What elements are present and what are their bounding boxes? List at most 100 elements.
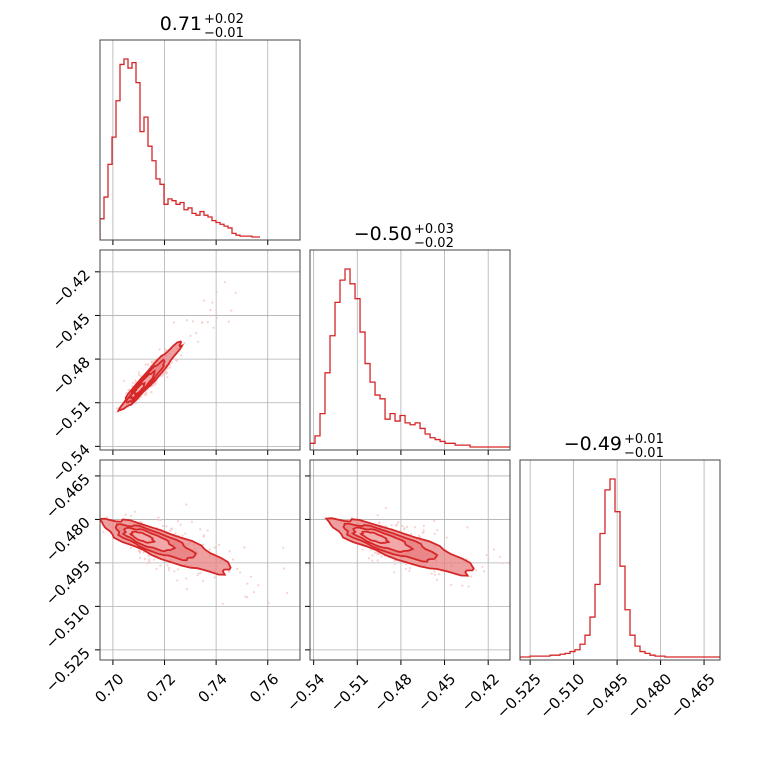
scatter-point <box>180 354 183 357</box>
scatter-point <box>252 591 256 594</box>
scatter-point <box>199 528 202 531</box>
scatter-point <box>393 571 396 574</box>
scatter-point <box>128 388 131 391</box>
scatter-point <box>418 534 421 537</box>
panel-frame <box>99 39 301 241</box>
scatter-content <box>100 503 357 605</box>
scatter-point <box>176 520 180 523</box>
scatter-point <box>246 596 249 599</box>
scatter-point <box>234 291 237 294</box>
panel-frame <box>99 249 301 451</box>
histogram-bin <box>330 336 335 450</box>
histogram-bin <box>650 655 655 660</box>
scatter-point <box>165 372 168 375</box>
scatter-point <box>213 576 216 579</box>
scatter-point <box>380 555 383 558</box>
scatter-point <box>129 546 133 550</box>
scatter-point <box>185 577 188 580</box>
scatter-point <box>197 340 200 343</box>
scatter-point <box>466 526 469 529</box>
x-tick-label: −0.480 <box>623 670 675 722</box>
histogram-bin <box>600 533 605 660</box>
scatter-point <box>408 569 411 573</box>
histogram-title-value: −0.50 <box>354 223 412 245</box>
scatter-point <box>230 309 233 312</box>
scatter-point <box>601 630 603 632</box>
scatter-point <box>166 564 169 567</box>
scatter-point <box>435 578 439 581</box>
scatter-point <box>373 551 377 554</box>
scatter-point <box>408 566 412 570</box>
histogram-title-lower: −0.01 <box>624 446 664 461</box>
scatter-point <box>199 571 202 575</box>
scatter-point <box>405 525 409 529</box>
scatter-point <box>196 574 199 577</box>
scatter-point <box>227 320 230 323</box>
histogram-bin <box>168 199 172 240</box>
panel-frame <box>99 459 301 661</box>
histogram-bin <box>385 419 390 450</box>
scatter-point <box>267 602 270 605</box>
x-tick-label: −0.465 <box>667 670 719 722</box>
scatter-point <box>474 569 477 572</box>
scatter-point <box>155 567 158 571</box>
scatter-point <box>422 529 425 532</box>
histogram-bin <box>365 364 370 450</box>
histogram-bin <box>575 650 580 660</box>
scatter-point <box>376 552 379 556</box>
scatter-point <box>481 565 484 568</box>
scatter-point <box>239 571 242 574</box>
histogram-bin <box>196 215 200 240</box>
scatter-point <box>243 546 246 549</box>
scatter-point <box>410 532 413 536</box>
histogram-bin <box>345 269 350 450</box>
scatter-point <box>139 550 142 553</box>
x-tick-label: 0.76 <box>246 670 282 706</box>
scatter-point <box>215 316 218 319</box>
scatter-point <box>125 392 128 395</box>
scatter-point <box>231 558 235 561</box>
scatter-point <box>122 379 125 382</box>
scatter-point <box>432 519 436 523</box>
scatter-point <box>171 361 174 364</box>
scatter-point <box>144 363 147 366</box>
contour-level-0.4 <box>359 530 391 545</box>
scatter-point <box>282 546 285 549</box>
scatter-point <box>355 575 357 577</box>
scatter-point <box>146 562 149 565</box>
scatter-point <box>169 529 172 533</box>
scatter-point <box>165 525 168 528</box>
histogram-bin <box>630 635 635 660</box>
scatter-point <box>190 520 193 523</box>
y-tick-label: −0.510 <box>42 600 94 652</box>
scatter-point <box>201 543 205 546</box>
histogram-bin <box>585 635 590 660</box>
scatter-point <box>378 552 381 555</box>
histogram-bin <box>450 443 455 450</box>
scatter-point <box>422 524 425 528</box>
histogram-bin <box>460 445 465 450</box>
scatter-point <box>403 528 406 531</box>
histogram-bin <box>415 423 420 450</box>
scatter-point <box>197 572 200 575</box>
scatter-point <box>157 516 160 519</box>
scatter-point <box>166 376 169 379</box>
histogram-bin <box>320 414 325 450</box>
scatter-point <box>212 326 215 329</box>
scatter-point <box>154 381 157 384</box>
scatter-point <box>450 583 453 586</box>
histogram-step-line <box>310 268 510 450</box>
histogram-bin <box>140 132 144 240</box>
histogram-bin <box>156 179 160 240</box>
histogram-step-line <box>100 58 260 240</box>
x-tick-label: −0.51 <box>327 670 372 715</box>
scatter-point <box>433 532 436 535</box>
histogram-bin <box>204 215 208 240</box>
scatter-point <box>413 526 416 529</box>
contour-level-0.4 <box>133 381 146 397</box>
y-tick-label: −0.480 <box>42 514 94 566</box>
scatter-point <box>345 566 347 568</box>
histogram-bin <box>370 382 375 450</box>
scatter-point <box>185 319 189 322</box>
scatter-point <box>438 573 441 576</box>
